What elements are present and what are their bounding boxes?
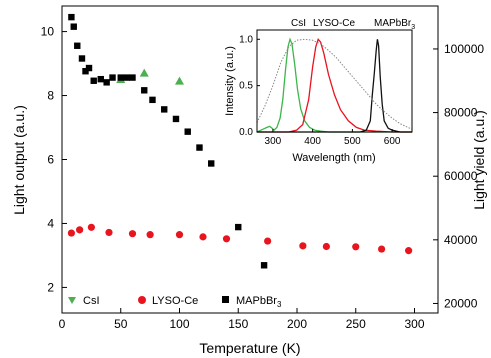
y2-tick-label: 40000: [444, 233, 478, 247]
x-tick-label: 100: [169, 317, 189, 331]
point-mapbbr3: [235, 223, 242, 231]
point-mapbbr3: [97, 75, 104, 83]
y2-tick-label: 60000: [444, 169, 478, 183]
inset-x-tick-label: 400: [304, 136, 321, 147]
inset-annotation-mapbbr3-main: MAPbBr: [374, 18, 412, 29]
point-mapbbr3: [196, 144, 203, 151]
inset-x-tick-label: 500: [344, 136, 361, 147]
point-lyso-ce: [264, 237, 272, 245]
point-lyso-ce: [352, 243, 360, 251]
legend-marker-csi: [68, 297, 76, 304]
y-tick-label: 2: [47, 280, 54, 294]
legend-label-mapbbr3: MAPbBr3: [236, 295, 282, 309]
legend-marker-mapbbr3: [222, 296, 229, 303]
point-mapbbr3: [260, 262, 268, 269]
inset-axes: 300 400 500 600 0.0 0.5 1.0: [239, 34, 401, 147]
inset-annotation-lyso: LYSO-Ce: [313, 18, 355, 29]
x-tick-label: 200: [287, 317, 307, 331]
inset-background: [257, 30, 412, 132]
inset-y-tick-label: 0.0: [239, 127, 253, 138]
inset-y-tick-label: 1.0: [239, 34, 253, 45]
main-data-marks: [67, 13, 413, 269]
point-lyso-ce: [105, 228, 113, 237]
point-mapbbr3: [129, 74, 136, 81]
legend-label-lyso: LYSO-Ce: [152, 295, 198, 307]
point-mapbbr3: [149, 96, 156, 104]
point-mapbbr3: [85, 64, 93, 72]
inset-x-tick-label: 600: [384, 136, 401, 147]
legend-marker-lyso: [138, 296, 146, 304]
y-tick-label: 10: [41, 25, 55, 39]
point-lyso-ce: [199, 233, 207, 241]
inset-x-tick-label: 300: [265, 136, 282, 147]
point-lyso-ce: [322, 242, 330, 251]
y-tick-label: 6: [47, 153, 54, 167]
y2-tick-label: 100000: [444, 42, 484, 56]
point-lyso-ce: [299, 242, 307, 250]
y-tick-label: 4: [47, 216, 54, 230]
x-tick-label: 0: [59, 317, 66, 331]
inset-y-tick-label: 0.5: [239, 81, 253, 92]
x-tick-label: 150: [228, 317, 248, 331]
x-axis-label: Temperature (K): [199, 340, 300, 356]
inset-line-mapbbr3: [257, 39, 412, 133]
point-mapbbr3: [68, 13, 75, 21]
point-mapbbr3: [82, 68, 89, 75]
point-mapbbr3: [123, 74, 130, 81]
point-lyso-ce: [222, 235, 231, 243]
inset-annotation-mapbbr3: MAPbBr3: [374, 18, 415, 31]
x-tick-label: 300: [404, 317, 424, 331]
legend-label-mapbbr3-main: MAPbBr: [236, 295, 277, 307]
inset-annotation-mapbbr3-sub: 3: [411, 24, 415, 31]
point-mapbbr3: [161, 106, 168, 113]
point-mapbbr3: [70, 23, 77, 30]
point-lyso-ce: [87, 223, 95, 231]
point-mapbbr3: [90, 77, 97, 84]
x-tick-label: 250: [346, 317, 366, 331]
point-mapbbr3: [172, 115, 180, 123]
inset-frame: [256, 29, 413, 133]
legend: CsI LYSO-Ce MAPbBr3: [68, 295, 282, 309]
point-mapbbr3: [208, 160, 215, 167]
point-lyso-ce: [128, 230, 137, 238]
point-mapbbr3: [74, 42, 81, 49]
point-csi: [139, 68, 149, 77]
point-mapbbr3: [109, 74, 116, 81]
inset-y-axis-label: Intensity (a.u.): [224, 46, 236, 116]
point-lyso-ce: [76, 226, 84, 234]
point-csi: [175, 76, 184, 85]
main-axes: 0 50 100 150 200 250 300 2 4 6 8 10 20000 40000 60000 8…: [41, 25, 485, 331]
point-mapbbr3: [78, 55, 86, 62]
point-lyso-ce: [146, 231, 154, 239]
point-mapbbr3: [141, 87, 148, 94]
point-lyso-ce: [378, 245, 386, 253]
x-tick-label: 50: [114, 317, 128, 331]
point-lyso-ce: [405, 247, 413, 255]
y2-axis-label: Light yield (a.u.): [471, 110, 487, 210]
y-axis-label: Light output (a.u.): [11, 105, 27, 215]
inset-x-axis-label: Wavelength (nm): [292, 152, 375, 164]
y2-tick-label: 80000: [444, 106, 478, 120]
inset-annotation-csi: CsI: [291, 18, 306, 29]
y2-tick-label: 20000: [444, 296, 478, 310]
legend-label-csi: CsI: [83, 295, 100, 307]
legend-label-mapbbr3-sub: 3: [277, 300, 282, 309]
inset-line-dotted: [256, 38, 413, 130]
y-tick-label: 8: [47, 89, 54, 103]
point-lyso-ce: [67, 229, 75, 237]
point-mapbbr3: [117, 74, 124, 81]
point-mapbbr3: [103, 79, 110, 86]
point-mapbbr3: [184, 128, 191, 135]
point-lyso-ce: [175, 231, 184, 239]
